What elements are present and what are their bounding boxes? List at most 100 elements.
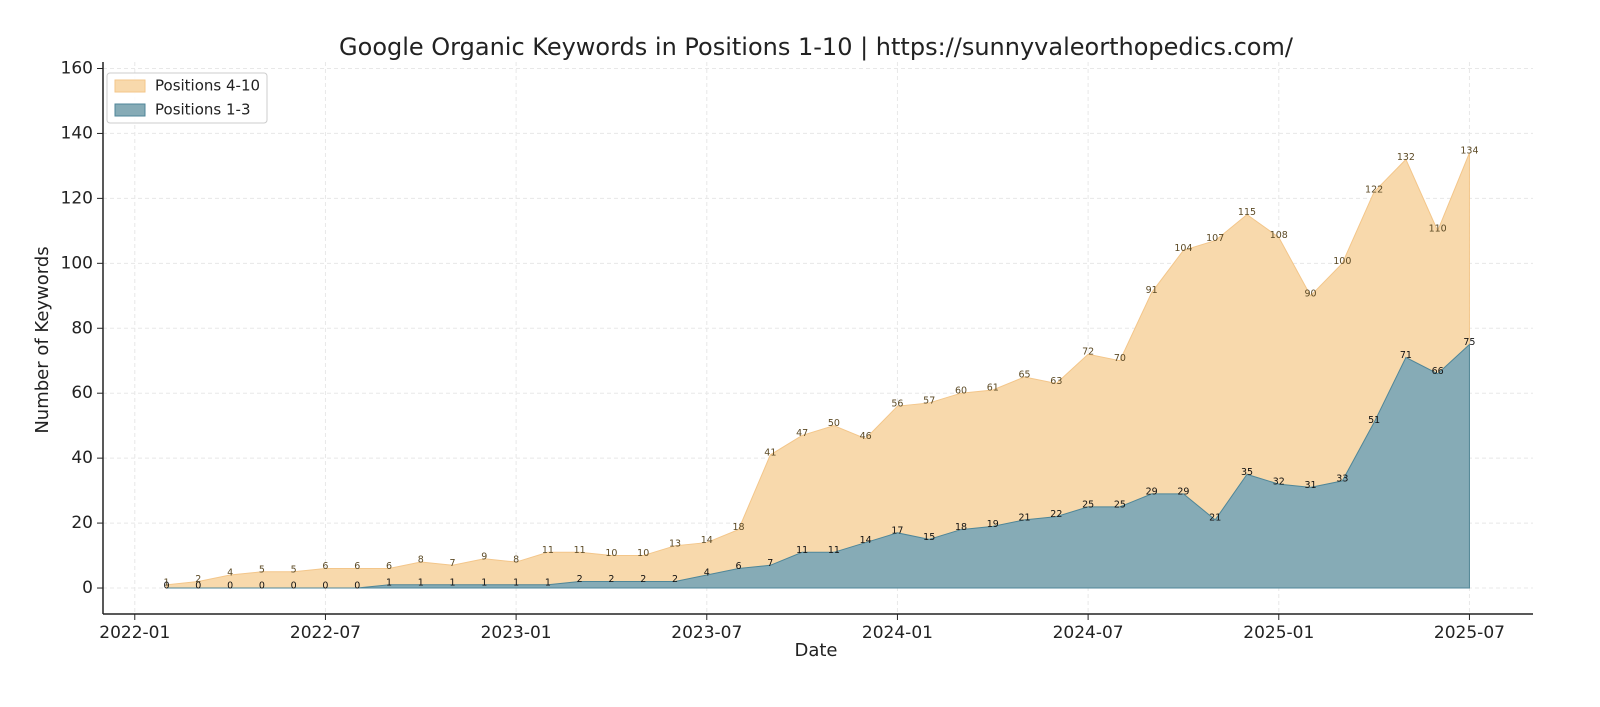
data-label: 32 (1273, 477, 1285, 488)
data-label: 63 (1050, 376, 1062, 387)
x-tick-label: 2022-01 (99, 623, 170, 643)
data-label: 104 (1174, 243, 1192, 254)
data-label: 0 (195, 581, 201, 592)
data-label: 10 (605, 548, 617, 559)
data-label: 11 (828, 545, 840, 556)
x-tick-label: 2023-07 (671, 623, 742, 643)
data-label: 134 (1460, 145, 1478, 156)
data-label: 51 (1368, 415, 1380, 426)
data-label: 2 (640, 574, 646, 585)
data-label: 18 (955, 522, 967, 533)
data-label: 19 (987, 519, 999, 530)
y-tick-label: 160 (61, 58, 93, 78)
legend-swatch (114, 79, 146, 93)
data-label: 41 (764, 447, 776, 458)
data-label: 107 (1206, 233, 1224, 244)
data-label: 47 (796, 428, 808, 439)
data-label: 25 (1082, 499, 1094, 510)
data-label: 11 (542, 545, 554, 556)
data-label: 66 (1432, 366, 1444, 377)
y-tick-label: 120 (61, 188, 93, 208)
area (166, 343, 1470, 589)
data-label: 65 (1019, 369, 1031, 380)
data-label: 0 (322, 581, 328, 592)
data-label: 2 (577, 574, 583, 585)
data-label: 29 (1177, 486, 1189, 497)
chart-title: Google Organic Keywords in Positions 1-1… (339, 33, 1294, 61)
data-label: 132 (1397, 152, 1415, 163)
data-label: 100 (1333, 256, 1351, 267)
data-label: 90 (1305, 288, 1317, 299)
data-label: 60 (955, 386, 967, 397)
data-label: 2 (672, 574, 678, 585)
y-tick-label: 40 (71, 448, 93, 468)
data-label: 29 (1146, 486, 1158, 497)
data-label: 11 (574, 545, 586, 556)
data-label: 5 (291, 564, 297, 575)
data-label: 1 (450, 577, 456, 588)
data-label: 1 (386, 577, 392, 588)
data-label: 6 (736, 561, 742, 572)
x-tick-label: 2025-07 (1434, 623, 1505, 643)
data-label: 46 (860, 431, 872, 442)
data-label: 50 (828, 418, 840, 429)
x-tick-label: 2024-01 (862, 623, 933, 643)
data-label: 57 (923, 395, 935, 406)
data-label: 72 (1082, 347, 1094, 358)
data-label: 0 (259, 581, 265, 592)
x-tick-label: 2022-07 (290, 623, 361, 643)
legend: Positions 4-10 Positions 1-3 (106, 72, 268, 124)
data-label: 7 (450, 558, 456, 569)
data-label: 122 (1365, 184, 1383, 195)
data-label: 17 (891, 525, 903, 536)
data-label: 2 (608, 574, 614, 585)
data-label: 1 (513, 577, 519, 588)
legend-label: Positions 1-3 (155, 101, 251, 119)
data-label: 110 (1429, 223, 1447, 234)
data-label: 31 (1305, 480, 1317, 491)
data-label: 115 (1238, 207, 1256, 218)
x-axis-label: Date (794, 640, 837, 661)
data-label: 9 (481, 551, 487, 562)
data-label: 14 (701, 535, 713, 546)
y-tick-label: 0 (82, 578, 93, 598)
data-label: 35 (1241, 467, 1253, 478)
data-label: 6 (322, 561, 328, 572)
data-label: 5 (259, 564, 265, 575)
data-label: 7 (767, 558, 773, 569)
data-label: 6 (354, 561, 360, 572)
y-axis-label: Number of Keywords (32, 246, 53, 433)
y-tick-label: 80 (71, 318, 93, 338)
data-label: 13 (669, 538, 681, 549)
area (166, 152, 1470, 589)
data-label: 6 (386, 561, 392, 572)
data-label: 21 (1019, 512, 1031, 523)
x-tick-label: 2024-07 (1053, 623, 1124, 643)
x-tick-label: 2025-01 (1243, 623, 1314, 643)
data-label: 91 (1146, 285, 1158, 296)
y-tick-label: 140 (61, 123, 93, 143)
y-tick-label: 20 (71, 513, 93, 533)
y-tick-label: 60 (71, 383, 93, 403)
legend-swatch (114, 103, 146, 117)
data-label: 0 (227, 581, 233, 592)
y-tick-label: 100 (61, 253, 93, 273)
data-label: 108 (1270, 230, 1288, 241)
data-label: 61 (987, 382, 999, 393)
data-label: 1 (418, 577, 424, 588)
x-tick-label: 2023-01 (481, 623, 552, 643)
data-label: 0 (354, 581, 360, 592)
data-label: 56 (891, 399, 903, 410)
data-label: 10 (637, 548, 649, 559)
data-label: 1 (164, 577, 170, 588)
legend-label: Positions 4-10 (155, 77, 260, 95)
data-label: 18 (733, 522, 745, 533)
data-label: 15 (923, 532, 935, 543)
data-label: 2 (195, 574, 201, 585)
data-label: 0 (291, 581, 297, 592)
legend-box (106, 72, 268, 124)
data-label: 4 (704, 568, 710, 579)
data-label: 1 (481, 577, 487, 588)
data-label: 0 (164, 581, 170, 592)
data-label: 33 (1336, 473, 1348, 484)
